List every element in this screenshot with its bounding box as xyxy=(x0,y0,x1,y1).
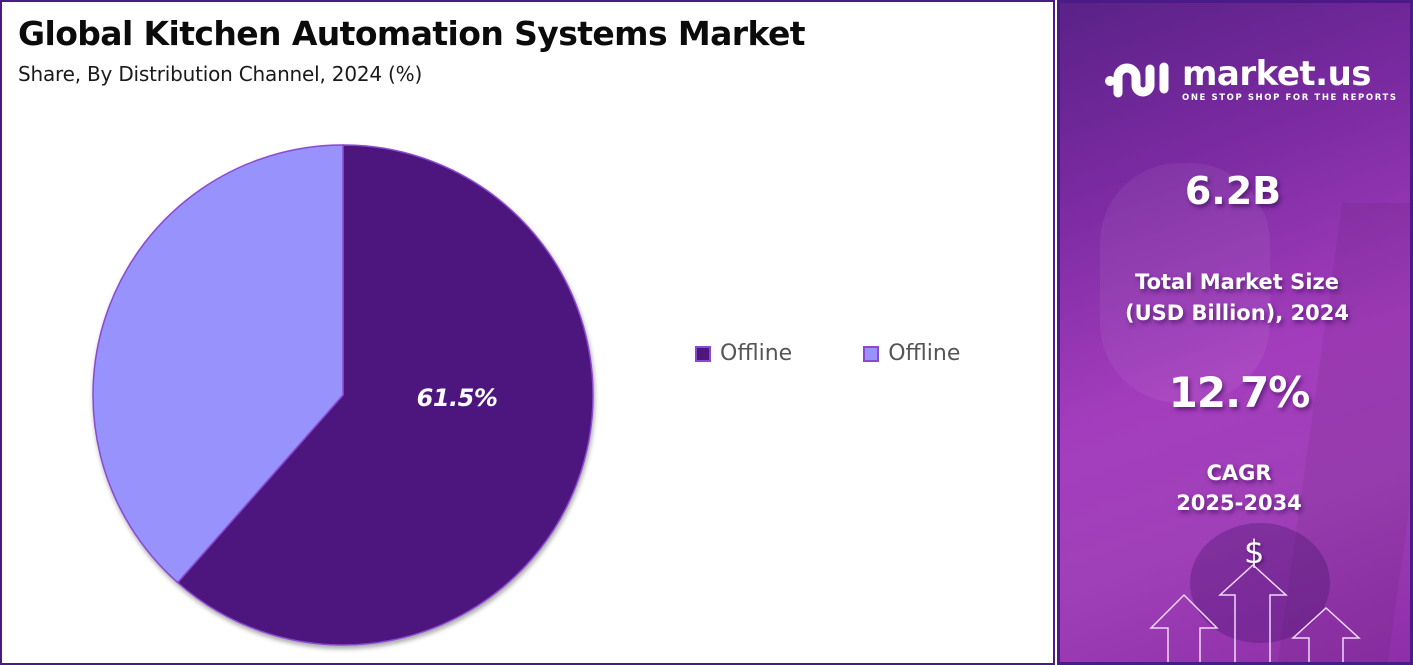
pie-chart: 61.5% xyxy=(2,2,702,665)
legend-label: Offline xyxy=(888,341,961,366)
chart-title: Global Kitchen Automation Systems Market xyxy=(18,14,806,53)
legend-label: Offline xyxy=(720,341,793,366)
brand-name: market.us xyxy=(1182,54,1372,94)
chart-subtitle: Share, By Distribution Channel, 2024 (%) xyxy=(18,62,423,86)
growth-arrows-icon xyxy=(1149,563,1361,662)
cagr-label-line1: CAGR xyxy=(1206,461,1272,485)
legend-swatch-dark xyxy=(695,345,711,362)
pie-slice-offline-light[interactable] xyxy=(92,144,344,584)
market-us-logo-icon xyxy=(1105,62,1169,98)
background-decoration xyxy=(1100,163,1270,403)
brand-logo[interactable]: market.us ONE STOP SHOP FOR THE REPORTS xyxy=(1104,55,1398,105)
chart-panel: Global Kitchen Automation Systems Market… xyxy=(0,0,1055,665)
market-size-label-line2: (USD Billion), 2024 xyxy=(1124,301,1350,325)
background-decoration xyxy=(1190,523,1330,643)
brand-tagline: ONE STOP SHOP FOR THE REPORTS xyxy=(1182,93,1398,103)
dollar-icon: $ xyxy=(1244,533,1265,571)
pie-svg xyxy=(92,144,594,646)
market-size-value: 6.2B xyxy=(1184,169,1282,213)
market-size-label-line1: Total Market Size xyxy=(1135,270,1339,294)
pie-data-label: 61.5% xyxy=(416,384,498,412)
cagr-label: CAGR 2025-2034 xyxy=(1064,458,1410,518)
cagr-label-line2: 2025-2034 xyxy=(1176,491,1302,515)
chart-legend: Offline Offline xyxy=(695,341,1031,366)
market-size-label: Total Market Size (USD Billion), 2024 xyxy=(1062,267,1410,329)
pie-slice-offline-dark[interactable] xyxy=(176,144,594,646)
legend-item-offline-light[interactable]: Offline xyxy=(863,341,960,366)
cagr-value: 12.7% xyxy=(1168,368,1311,417)
legend-swatch-light xyxy=(863,345,880,362)
stats-panel: market.us ONE STOP SHOP FOR THE REPORTS … xyxy=(1057,0,1413,665)
legend-item-offline-dark[interactable]: Offline xyxy=(695,341,792,366)
